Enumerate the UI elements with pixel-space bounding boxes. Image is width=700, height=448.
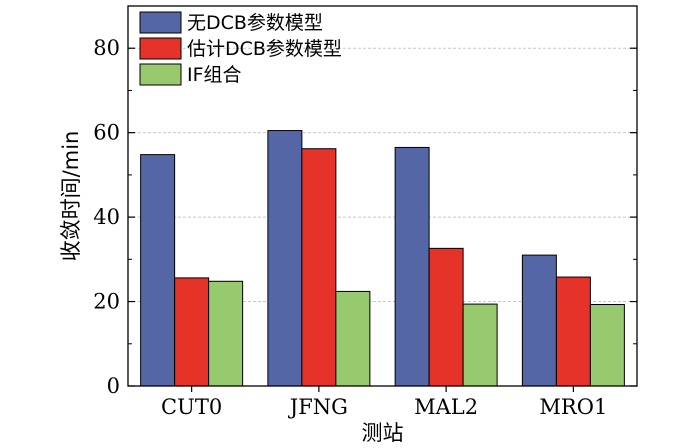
legend-swatch — [139, 37, 182, 60]
bar-jfng-series-1 — [267, 130, 303, 387]
bar-mro1-series-2 — [555, 276, 591, 387]
legend-swatch — [139, 11, 182, 34]
plot-frame — [127, 5, 638, 387]
x-tick-label: MAL2 — [414, 395, 478, 419]
bar-mal2-series-3 — [462, 303, 498, 387]
x-tick-label: MRO1 — [539, 395, 607, 419]
bars — [140, 130, 625, 387]
legend-label: 估计DCB参数模型 — [187, 38, 342, 60]
bar-mro1-series-3 — [589, 304, 625, 387]
bar-mro1-series-1 — [521, 254, 557, 387]
y-tick-label: 40 — [93, 205, 120, 229]
axis-ticks: 0 20 40 60 80 CUT0 JFNG MAL2 MRO1 — [93, 36, 637, 419]
bar-mal2-series-2 — [428, 247, 464, 387]
x-axis-title: 测站 — [362, 421, 404, 445]
y-tick-label: 60 — [93, 121, 120, 145]
y-tick-label: 20 — [93, 290, 120, 314]
y-tick-label: 80 — [93, 36, 120, 60]
x-tick-label: JFNG — [288, 395, 348, 419]
y-tick-label: 0 — [107, 374, 120, 398]
x-tick-label: CUT0 — [161, 395, 222, 419]
bar-cut0-series-2 — [174, 277, 210, 387]
bar-jfng-series-3 — [335, 290, 371, 387]
legend-label: IF组合 — [187, 64, 242, 86]
bar-cut0-series-3 — [208, 280, 244, 387]
legend-label: 无DCB参数模型 — [187, 12, 323, 34]
y-axis-title: 收敛时间/min — [59, 131, 83, 262]
legend-swatch — [139, 63, 182, 86]
grid-lines — [128, 47, 637, 303]
bar-mal2-series-1 — [394, 146, 430, 387]
bar-jfng-series-2 — [301, 148, 337, 387]
bar-cut0-series-1 — [140, 154, 176, 387]
